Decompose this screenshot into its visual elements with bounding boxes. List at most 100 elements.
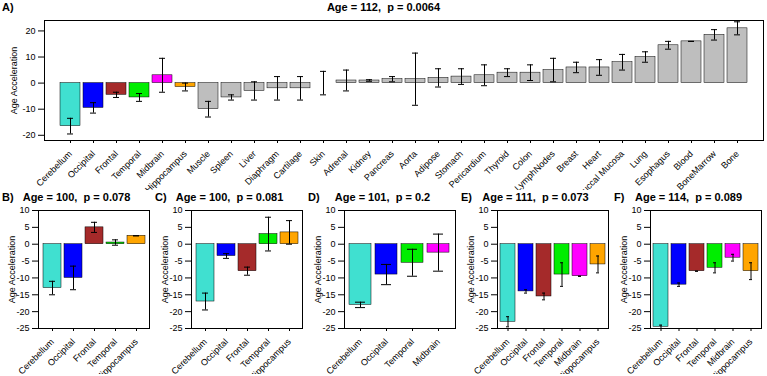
svg-text:-25: -25 bbox=[322, 323, 335, 333]
svg-text:-10: -10 bbox=[475, 273, 488, 283]
svg-text:0: 0 bbox=[177, 239, 182, 249]
svg-text:-20: -20 bbox=[475, 307, 488, 317]
svg-text:Blood: Blood bbox=[671, 148, 695, 173]
svg-text:Midbrain: Midbrain bbox=[134, 148, 166, 181]
svg-text:Pancreas: Pancreas bbox=[362, 148, 396, 182]
svg-text:-20: -20 bbox=[169, 307, 182, 317]
svg-text:Temporal: Temporal bbox=[85, 336, 119, 370]
svg-text:Skin: Skin bbox=[307, 149, 326, 168]
svg-text:Cerebellum: Cerebellum bbox=[34, 149, 74, 189]
svg-text:Age Acceleration: Age Acceleration bbox=[466, 236, 476, 304]
svg-text:Diaphragm: Diaphragm bbox=[243, 149, 281, 187]
svg-text:Occipital: Occipital bbox=[498, 336, 530, 369]
svg-text:Temporal: Temporal bbox=[532, 336, 566, 370]
svg-text:10: 10 bbox=[631, 205, 641, 215]
svg-text:Frontal: Frontal bbox=[71, 336, 98, 364]
svg-text:5: 5 bbox=[636, 222, 641, 232]
svg-text:Temporal: Temporal bbox=[685, 336, 719, 370]
svg-text:Age Acceleration: Age Acceleration bbox=[9, 47, 19, 115]
svg-text:0: 0 bbox=[483, 239, 488, 249]
svg-text:Frontal: Frontal bbox=[224, 336, 251, 364]
svg-text:Age Acceleration: Age Acceleration bbox=[7, 236, 17, 304]
svg-text:Frontal: Frontal bbox=[93, 148, 120, 176]
svg-text:-10: -10 bbox=[169, 273, 182, 283]
svg-text:10: 10 bbox=[172, 205, 182, 215]
svg-text:Stomach: Stomach bbox=[432, 148, 465, 181]
svg-text:Bone: Bone bbox=[719, 149, 741, 171]
svg-text:-20: -20 bbox=[322, 307, 335, 317]
svg-text:Hippocampus: Hippocampus bbox=[708, 336, 754, 374]
svg-text:Cerebellum: Cerebellum bbox=[324, 337, 364, 374]
svg-text:10: 10 bbox=[25, 52, 35, 62]
svg-text:Frontal: Frontal bbox=[673, 336, 701, 364]
svg-text:0: 0 bbox=[30, 78, 35, 88]
svg-text:-10: -10 bbox=[22, 104, 35, 114]
svg-text:LymphNodes: LymphNodes bbox=[513, 148, 558, 190]
svg-text:-10: -10 bbox=[16, 273, 29, 283]
svg-text:0: 0 bbox=[24, 239, 29, 249]
svg-text:-5: -5 bbox=[21, 256, 29, 266]
svg-text:Hippocampus: Hippocampus bbox=[555, 336, 601, 374]
svg-text:5: 5 bbox=[24, 222, 29, 232]
svg-text:Occipital: Occipital bbox=[65, 149, 96, 180]
svg-text:Esophagus: Esophagus bbox=[633, 148, 672, 187]
svg-text:Midbrain: Midbrain bbox=[705, 336, 737, 369]
svg-text:-15: -15 bbox=[628, 290, 641, 300]
svg-text:Breast: Breast bbox=[554, 148, 580, 174]
svg-text:0: 0 bbox=[636, 239, 641, 249]
svg-text:Muscle: Muscle bbox=[185, 149, 212, 176]
svg-text:-25: -25 bbox=[475, 323, 488, 333]
svg-text:20: 20 bbox=[25, 26, 35, 36]
svg-text:Adipose: Adipose bbox=[411, 148, 442, 179]
svg-text:Spleen: Spleen bbox=[208, 149, 235, 176]
svg-text:Buccal Mucosa: Buccal Mucosa bbox=[576, 149, 626, 190]
svg-text:0: 0 bbox=[330, 239, 335, 249]
svg-text:-15: -15 bbox=[169, 290, 182, 300]
svg-text:5: 5 bbox=[483, 222, 488, 232]
svg-text:Hippocampus: Hippocampus bbox=[94, 336, 140, 374]
svg-text:-25: -25 bbox=[16, 323, 29, 333]
svg-text:BoneMarrow: BoneMarrow bbox=[675, 148, 719, 190]
svg-text:-25: -25 bbox=[628, 323, 641, 333]
svg-text:Aorta: Aorta bbox=[396, 148, 419, 171]
svg-text:10: 10 bbox=[325, 205, 335, 215]
svg-text:-15: -15 bbox=[322, 290, 335, 300]
svg-text:Hippocampus: Hippocampus bbox=[247, 336, 293, 374]
svg-text:Occipital: Occipital bbox=[651, 336, 683, 369]
svg-text:Temporal: Temporal bbox=[383, 337, 416, 370]
svg-text:Midbrain: Midbrain bbox=[552, 336, 584, 369]
svg-text:Cartilage: Cartilage bbox=[271, 149, 304, 182]
svg-text:Age Acceleration: Age Acceleration bbox=[160, 236, 170, 304]
svg-text:Hippocampus: Hippocampus bbox=[143, 148, 189, 190]
svg-text:Temporal: Temporal bbox=[109, 148, 143, 182]
svg-text:10: 10 bbox=[19, 205, 29, 215]
svg-text:-25: -25 bbox=[169, 323, 182, 333]
svg-text:5: 5 bbox=[330, 222, 335, 232]
svg-text:-5: -5 bbox=[327, 256, 335, 266]
svg-text:-20: -20 bbox=[22, 130, 35, 140]
svg-text:-10: -10 bbox=[628, 273, 641, 283]
svg-text:-5: -5 bbox=[633, 256, 641, 266]
svg-text:Kidney: Kidney bbox=[346, 148, 373, 176]
svg-text:10: 10 bbox=[478, 205, 488, 215]
svg-text:Temporal: Temporal bbox=[238, 336, 272, 370]
svg-text:-20: -20 bbox=[628, 307, 641, 317]
svg-text:-5: -5 bbox=[174, 256, 182, 266]
svg-text:-10: -10 bbox=[322, 273, 335, 283]
svg-text:-15: -15 bbox=[475, 290, 488, 300]
svg-text:Occipital: Occipital bbox=[45, 337, 76, 368]
svg-text:-20: -20 bbox=[16, 307, 29, 317]
svg-text:Thyroid: Thyroid bbox=[483, 149, 511, 177]
svg-text:Age Acceleration: Age Acceleration bbox=[619, 236, 629, 304]
svg-text:-5: -5 bbox=[480, 256, 488, 266]
svg-text:Adrenal: Adrenal bbox=[321, 149, 350, 178]
svg-text:5: 5 bbox=[177, 222, 182, 232]
svg-text:-15: -15 bbox=[16, 290, 29, 300]
svg-text:Occipital: Occipital bbox=[358, 336, 390, 369]
svg-text:Age Acceleration: Age Acceleration bbox=[313, 236, 323, 304]
svg-text:Colon: Colon bbox=[510, 148, 534, 173]
svg-text:Frontal: Frontal bbox=[520, 336, 548, 364]
svg-text:Pericardium: Pericardium bbox=[447, 149, 488, 190]
svg-text:Midbrain: Midbrain bbox=[410, 337, 441, 368]
svg-text:Occipital: Occipital bbox=[198, 337, 229, 368]
